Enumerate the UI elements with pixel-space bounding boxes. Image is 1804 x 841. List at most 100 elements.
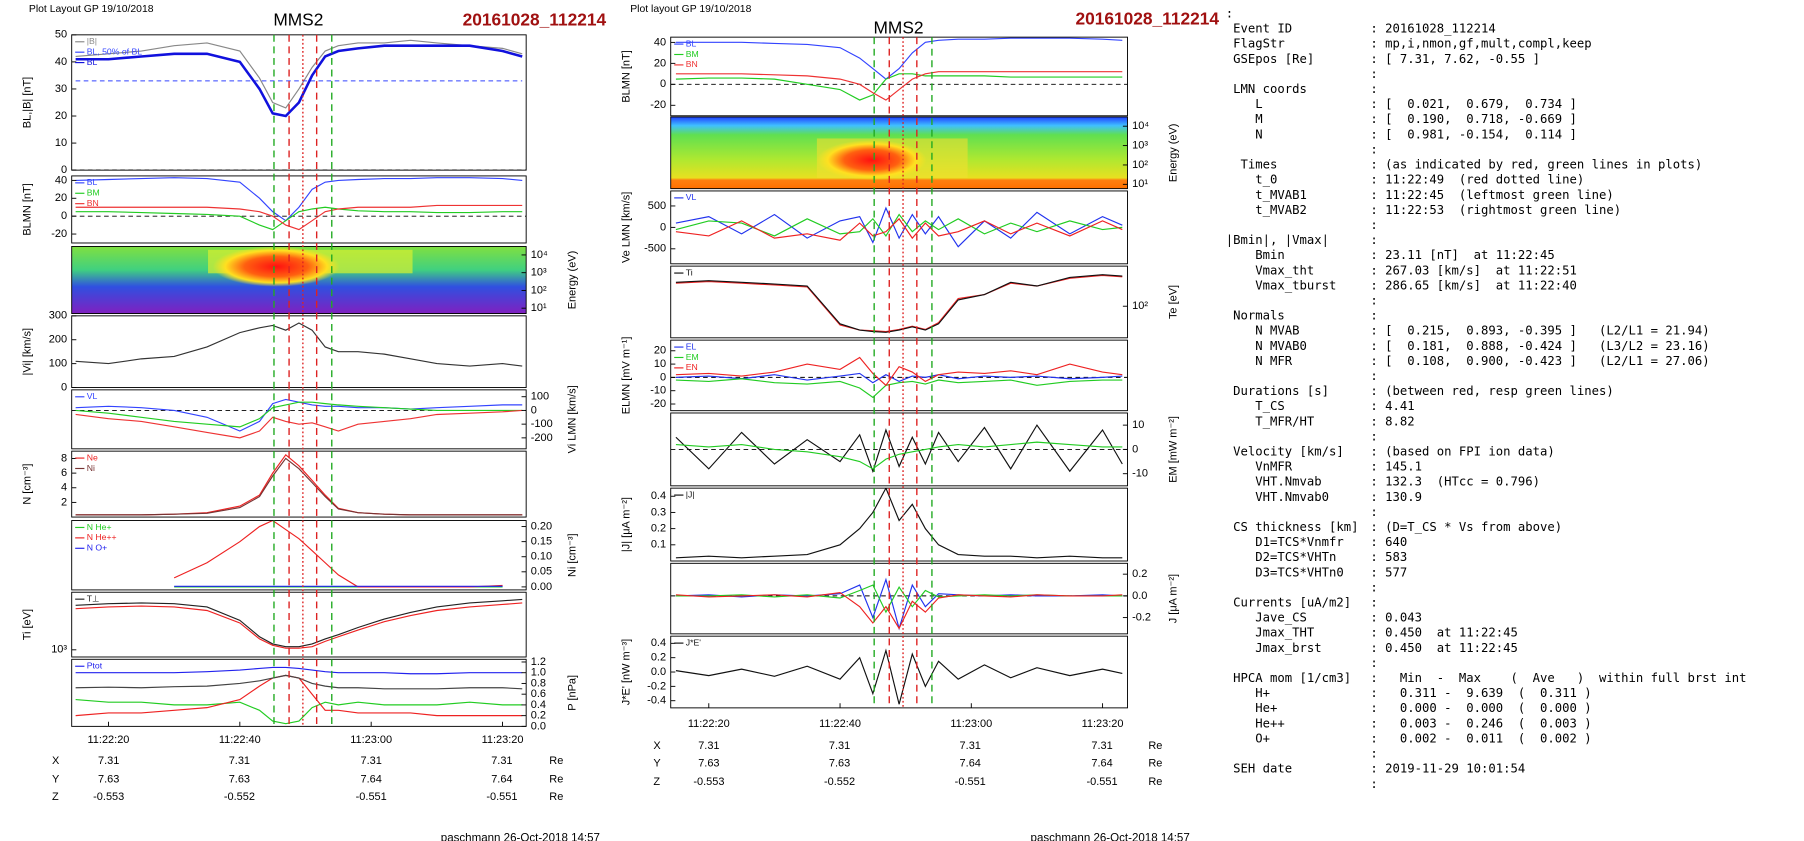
y-tick-label: -10 [650,385,666,397]
y-tick-label: 0.4 [651,637,666,649]
event-id: 20161028_112214 [463,10,607,30]
y-axis-label: EM [mW m⁻²] [1168,416,1180,483]
info-key: VHT.Nmvab [1226,475,1322,489]
y-axis-label: Vi LMN [km/s] [566,385,578,453]
panel [71,246,527,314]
y-tick-label: 0.15 [531,536,552,548]
series-line [675,591,1123,630]
legend-label: BL [686,38,697,48]
y-tick-label: 0 [61,381,67,393]
y-tick-label: -0.4 [647,695,666,707]
info-value: : 640 [1370,535,1407,549]
ephemeris-cell: -0.553 [93,791,124,803]
ephemeris-cell: -0.552 [824,776,855,788]
info-value: : 11:22:49 (red dotted line) [1370,173,1584,187]
series-line [675,584,1123,614]
ephemeris-cell: 7.63 [698,757,719,769]
spectrogram-peak [212,246,340,287]
y-axis-label: BLMN [nT] [22,183,34,235]
y-axis-label: J [μA m⁻²] [1168,574,1180,623]
ephemeris-cell: 7.64 [491,773,512,785]
info-separator: : [1370,505,1377,519]
info-value: : 577 [1370,565,1407,579]
legend-label: N O+ [87,543,107,553]
info-separator: : [1370,656,1377,670]
info-value: : 583 [1370,550,1407,564]
legend-label: BN [87,198,99,208]
ephemeris-cell: -0.551 [1087,776,1118,788]
info-key: VHT.Nmvab0 [1226,490,1329,504]
info-value: : 0.002 - 0.011 ( 0.002 ) [1370,731,1591,745]
info-key: D2=TCS*VHTn [1226,550,1337,564]
y-tick-label: 0.2 [651,523,666,535]
y-tick-label: 6 [61,467,67,479]
y-tick-label: 100 [531,391,549,403]
x-tick-label: 11:23:20 [482,734,524,746]
series-line [675,274,1123,333]
ephemeris-cell: -0.552 [224,791,255,803]
y-axis-label: BLMN [nT] [621,50,633,102]
info-key: t_MVAB2 [1226,203,1307,217]
ephemeris-cell: X [52,755,60,767]
panel-frame [670,36,1128,117]
info-key: D3=TCS*VHTn0 [1226,565,1344,579]
series-line [675,378,1123,399]
plot-title: MMS2 [273,10,323,30]
series-line [75,698,523,725]
ephemeris-cell: Re [1148,776,1162,788]
y-axis-label: Ni [cm⁻³] [566,533,578,577]
ephemeris-cell: Z [653,776,660,788]
series-line [75,44,523,118]
info-value: : 0.450 at 11:22:45 [1370,641,1518,655]
info-value: : mp,i,nmon,gf,mult,compl,keep [1370,37,1591,51]
info-separator: : [1370,429,1377,443]
y-tick-label: 10¹ [531,302,547,314]
info-value: : 8.82 [1370,414,1414,428]
legend-label: VL [87,391,98,401]
info-key: SEH date [1226,762,1292,776]
info-value: : [1370,82,1377,96]
ephemeris-cell: Re [1148,757,1162,769]
legend-label: |J| [686,489,695,499]
info-key: Jave_CS [1226,611,1307,625]
y-tick-label: 10 [654,358,666,370]
info-separator: : [1370,218,1377,232]
y-tick-label: 0 [660,221,666,233]
info-key: N MFR [1226,354,1293,368]
y-tick-label: 0 [660,371,666,383]
y-tick-label: 20 [55,192,67,204]
y-tick-label: 2 [61,496,67,508]
info-key: t_MVAB1 [1226,188,1307,202]
info-key: Bmin [1226,248,1285,262]
y-tick-label: 20 [654,345,666,357]
y-tick-label: 40 [55,174,67,186]
spectrogram-peak [816,139,927,181]
y-tick-label: 4 [61,482,67,494]
y-axis-label: |J| [μA m⁻²] [621,497,633,552]
info-separator: : [1370,142,1377,156]
ephemeris-cell: Re [549,791,563,803]
series-line [675,213,1123,237]
info-key: N [1226,127,1263,141]
legend-label: N He++ [87,532,117,542]
y-tick-label: 0.00 [531,581,552,593]
info-key: Vmax_tht [1226,263,1315,277]
info-value: : [ 0.108, 0.900, -0.423 ] (L2/L1 = 27.0… [1370,354,1709,368]
info-key: L [1226,97,1263,111]
y-tick-label: 10² [531,284,547,296]
y-tick-label: 10⁴ [531,249,548,261]
info-value: : Min - Max ( Ave ) within full brst int [1370,671,1746,685]
series-line [75,322,523,367]
legend-label: Ne [87,452,98,462]
ephemeris-cell: -0.553 [693,776,724,788]
panel [75,322,523,367]
series-line [675,37,1123,80]
series-line [75,598,523,648]
y-tick-label: 0 [61,164,67,176]
series-line [173,520,503,588]
info-value: : 132.3 (HTcc = 0.796) [1370,475,1540,489]
panel [675,206,1123,248]
legend-label: EM [686,352,699,362]
panel [75,666,523,725]
series-line [75,409,523,439]
